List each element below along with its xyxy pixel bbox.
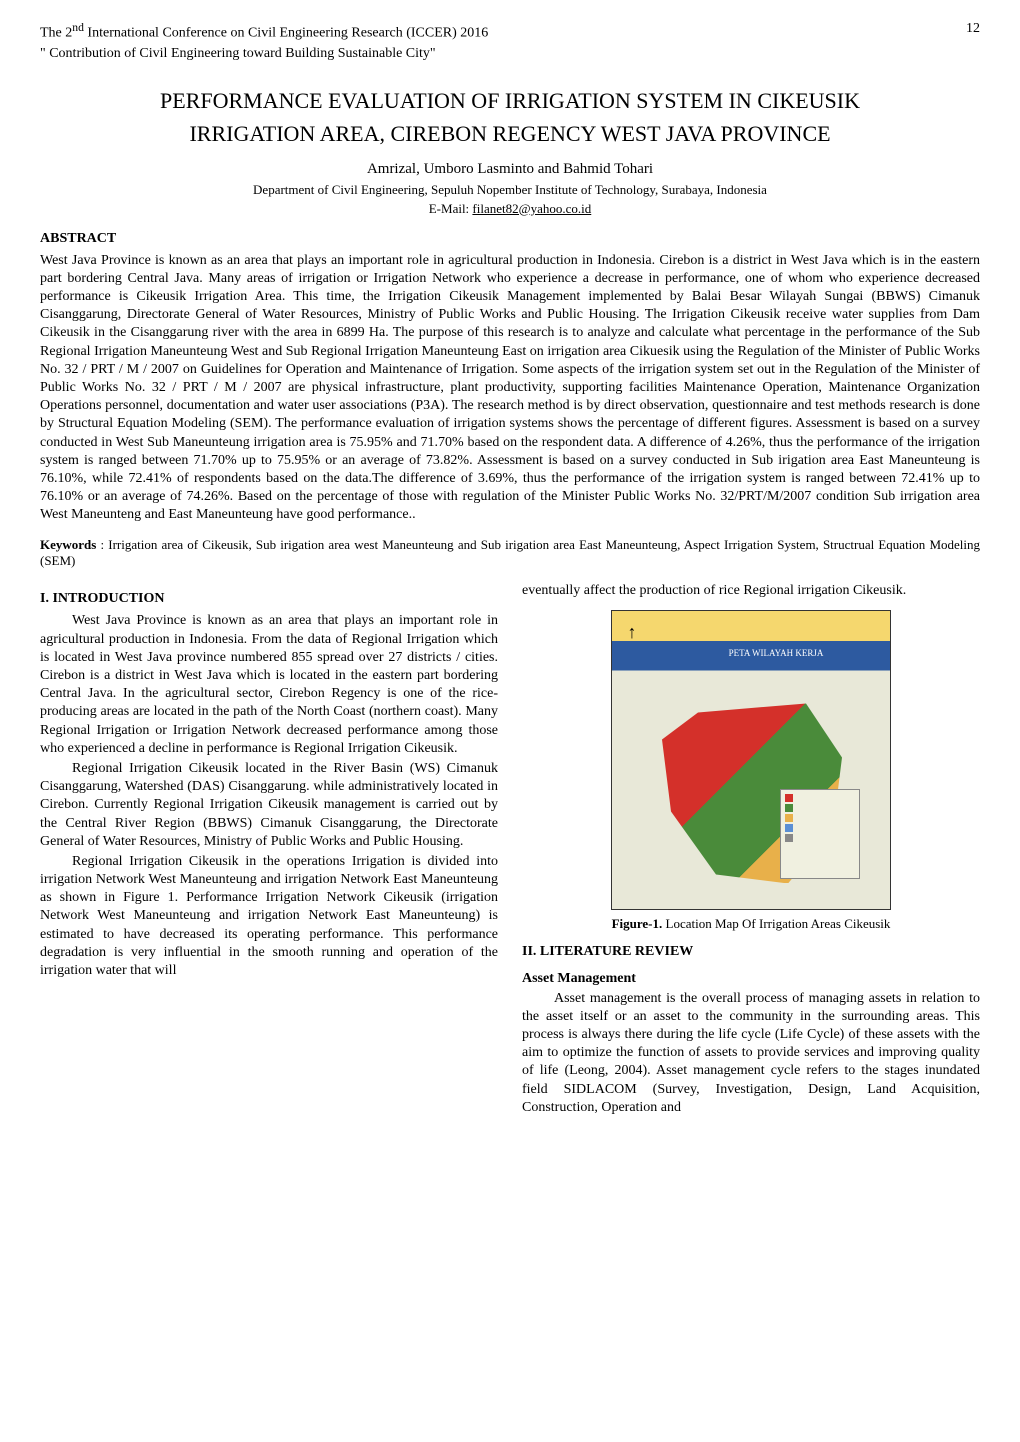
authors: Amrizal, Umboro Lasminto and Bahmid Toha… [40,160,980,180]
affiliation: Department of Civil Engineering, Sepuluh… [40,182,980,199]
section-1-heading: I. INTRODUCTION [40,590,498,608]
legend-item [785,804,855,812]
figure-1-label: Figure-1. [612,916,663,931]
right-column: eventually affect the production of rice… [522,582,980,1119]
intro-paragraph-1: West Java Province is known as an area t… [40,612,498,758]
figure-1-caption: Figure-1. Location Map Of Irrigation Are… [522,916,980,933]
legend-swatch [785,804,793,812]
page-number: 12 [966,20,980,38]
keywords-text: : Irrigation area of Cikeusik, Sub iriga… [40,537,980,569]
abstract-text: West Java Province is known as an area t… [40,252,980,525]
figure-1-caption-text: Location Map Of Irrigation Areas Cikeusi… [662,916,890,931]
figure-1-map: ↑ PETA WILAYAH KERJA [611,610,891,910]
compass-icon: ↑ [622,621,642,651]
section-2-heading: II. LITERATURE REVIEW [522,943,980,961]
email-link[interactable]: filanet82@yahoo.co.id [472,201,591,216]
map-content [632,673,870,889]
figure-1-container: ↑ PETA WILAYAH KERJA Figure-1. Location … [522,610,980,933]
subsection-asset-management: Asset Management [522,970,980,988]
abstract-heading: ABSTRACT [40,230,980,248]
header-line-1: The 2nd International Conference on Civi… [40,20,980,43]
two-column-body: I. INTRODUCTION West Java Province is kn… [40,582,980,1119]
literature-paragraph-1: Asset management is the overall process … [522,990,980,1117]
left-column: I. INTRODUCTION West Java Province is kn… [40,582,498,1119]
email-line: E-Mail: filanet82@yahoo.co.id [40,201,980,218]
header-line-2: " Contribution of Civil Engineering towa… [40,45,980,63]
paper-title-line1: PERFORMANCE EVALUATION OF IRRIGATION SYS… [40,87,980,116]
legend-swatch [785,814,793,822]
legend-swatch [785,794,793,802]
legend-item [785,814,855,822]
email-prefix: E-Mail: [429,201,473,216]
legend-item [785,824,855,832]
intro-continuation: eventually affect the production of rice… [522,582,980,600]
intro-paragraph-3: Regional Irrigation Cikeusik in the oper… [40,853,498,980]
legend-item [785,834,855,842]
map-legend [780,789,860,879]
legend-item [785,794,855,802]
legend-swatch [785,834,793,842]
keywords-block: Keywords : Irrigation area of Cikeusik, … [40,537,980,571]
legend-swatch [785,824,793,832]
keywords-label: Keywords [40,537,96,552]
intro-paragraph-2: Regional Irrigation Cikeusik located in … [40,760,498,851]
paper-title-line2: IRRIGATION AREA, CIREBON REGENCY WEST JA… [40,120,980,149]
map-title-bar: PETA WILAYAH KERJA [672,643,880,663]
